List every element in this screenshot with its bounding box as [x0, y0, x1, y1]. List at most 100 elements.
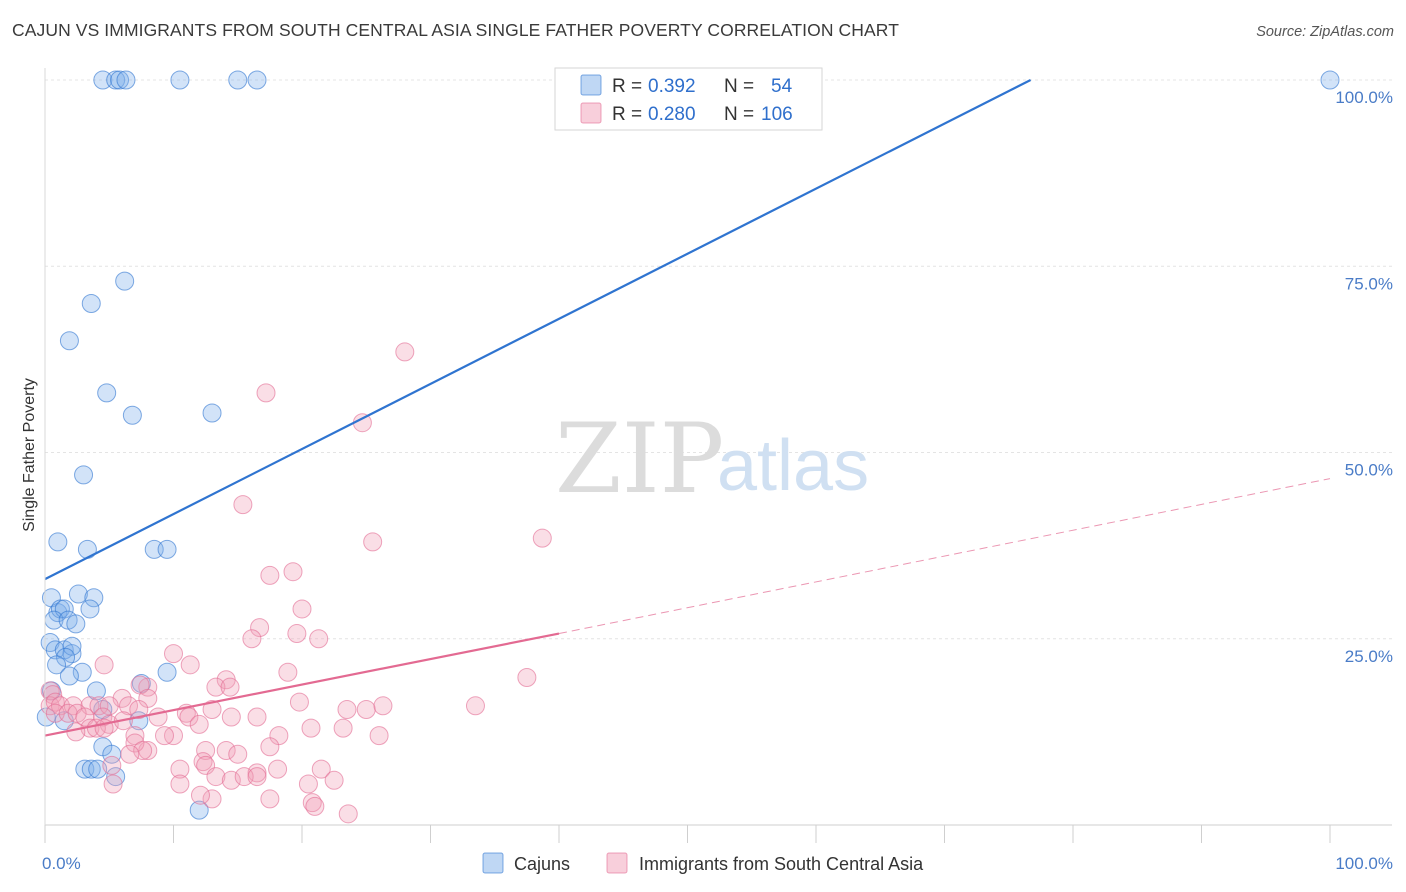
- cajun-point: [48, 532, 68, 552]
- cajun-point: [116, 70, 136, 90]
- cajun-point: [81, 294, 101, 313]
- immigrant-point: [206, 677, 226, 697]
- immigrant-point: [324, 770, 344, 790]
- immigrant-point: [138, 677, 158, 697]
- immigrant-point: [196, 741, 216, 760]
- immigrant-point: [268, 759, 288, 779]
- cajun-point: [110, 70, 130, 90]
- immigrant-point: [250, 618, 270, 638]
- chart-title: CAJUN VS IMMIGRANTS FROM SOUTH CENTRAL A…: [12, 20, 899, 40]
- watermark-zip: ZIP: [555, 403, 724, 515]
- watermark-atlas: atlas: [717, 426, 869, 506]
- immigrant-point: [242, 629, 262, 649]
- legend-n-label: N =: [724, 104, 754, 125]
- immigrant-point: [190, 785, 210, 805]
- cajun-point: [247, 70, 267, 90]
- immigrant-trend-extension: [558, 478, 1331, 635]
- immigrant-point: [202, 700, 222, 720]
- points-layer: [36, 70, 1340, 824]
- cajun-point: [68, 584, 88, 604]
- immigrant-point: [260, 737, 280, 757]
- immigrant-point: [170, 759, 190, 779]
- watermark: ZIP atlas: [555, 403, 869, 515]
- cajun-point: [97, 383, 117, 403]
- x-tick-label-min: 0.0%: [42, 854, 81, 873]
- immigrant-point: [311, 759, 331, 779]
- immigrant-point: [337, 700, 357, 720]
- y-tick-label: 25.0%: [1345, 647, 1393, 666]
- y-tick-label: 50.0%: [1345, 461, 1393, 480]
- y-axis-title: Single Father Poverty: [21, 378, 38, 532]
- immigrant-point: [102, 755, 122, 775]
- immigrant-point: [155, 726, 175, 746]
- cajun-point: [72, 662, 92, 682]
- immigrant-point: [301, 718, 321, 738]
- legend-r-value-cajuns: 0.392: [648, 76, 696, 97]
- x-tick-label-max: 100.0%: [1335, 854, 1393, 873]
- immigrant-point: [94, 655, 114, 675]
- immigrant-point: [247, 707, 267, 727]
- cajun-point: [228, 70, 248, 90]
- immigrant-point: [363, 532, 383, 552]
- immigrant-point: [99, 696, 119, 716]
- legend-r-label: R =: [612, 76, 642, 97]
- immigrant-point: [133, 741, 153, 760]
- immigrant-point: [43, 685, 63, 705]
- immigrant-point: [89, 696, 109, 716]
- series-legend-label-immigrants: Immigrants from South Central Asia: [639, 854, 924, 874]
- immigrant-point: [45, 692, 65, 712]
- cajun-point: [170, 70, 190, 90]
- y-tick-label: 100.0%: [1335, 88, 1393, 107]
- cajun-point: [62, 644, 82, 664]
- correlation-legend: R = 0.392 N = 54 R = 0.280 N = 106: [554, 67, 823, 131]
- series-legend-swatch-cajuns: [482, 852, 504, 874]
- cajun-point: [1320, 70, 1340, 90]
- immigrant-point: [129, 700, 149, 720]
- cajun-point: [115, 271, 135, 291]
- cajun-point: [122, 405, 142, 425]
- cajun-point: [106, 767, 126, 787]
- cajun-point: [66, 614, 86, 634]
- axis-layer: 25.0% 50.0% 75.0% 100.0% 0.0% 100.0% Single Fa…: [21, 68, 1393, 873]
- immigrant-point: [125, 726, 145, 746]
- immigrant-point: [373, 696, 393, 716]
- series-legend-swatch-immigrants: [606, 852, 628, 874]
- immigrant-point: [356, 700, 376, 720]
- cajun-trend-line: [44, 79, 1032, 581]
- immigrant-point: [283, 562, 303, 582]
- cajun-point: [81, 759, 101, 779]
- immigrant-point: [120, 744, 140, 764]
- cajun-point: [59, 666, 79, 686]
- immigrant-point: [164, 644, 183, 664]
- immigrant-point: [216, 741, 236, 760]
- cajun-point: [157, 539, 177, 559]
- immigrant-point: [278, 662, 298, 682]
- immigrant-point: [517, 667, 537, 687]
- immigrant-point: [292, 599, 312, 619]
- immigrant-point: [532, 528, 552, 548]
- immigrant-point: [40, 681, 60, 701]
- immigrant-point: [287, 624, 307, 644]
- immigrant-point: [333, 718, 353, 738]
- immigrant-point: [289, 692, 309, 712]
- immigrant-point: [260, 789, 280, 809]
- cajun-point: [59, 331, 79, 351]
- immigrant-trend-line: [44, 632, 560, 737]
- series-legend-label-cajuns: Cajuns: [514, 854, 570, 874]
- cajun-point: [189, 800, 209, 820]
- chart-source: Source: ZipAtlas.com: [1256, 24, 1394, 40]
- trend-layer: [44, 79, 1331, 737]
- cajun-point: [74, 465, 94, 485]
- immigrant-point: [233, 495, 253, 515]
- immigrant-point: [180, 655, 200, 675]
- immigrant-point: [309, 629, 329, 649]
- legend-swatch-cajuns: [580, 74, 602, 96]
- cajun-point: [80, 599, 100, 619]
- immigrant-point: [189, 714, 209, 734]
- immigrant-point: [220, 677, 240, 697]
- legend-r-value-immigrants: 0.280: [648, 104, 696, 125]
- immigrant-point: [66, 722, 86, 742]
- cajun-point: [202, 403, 222, 423]
- immigrant-point: [119, 696, 139, 716]
- immigrant-point: [256, 383, 276, 403]
